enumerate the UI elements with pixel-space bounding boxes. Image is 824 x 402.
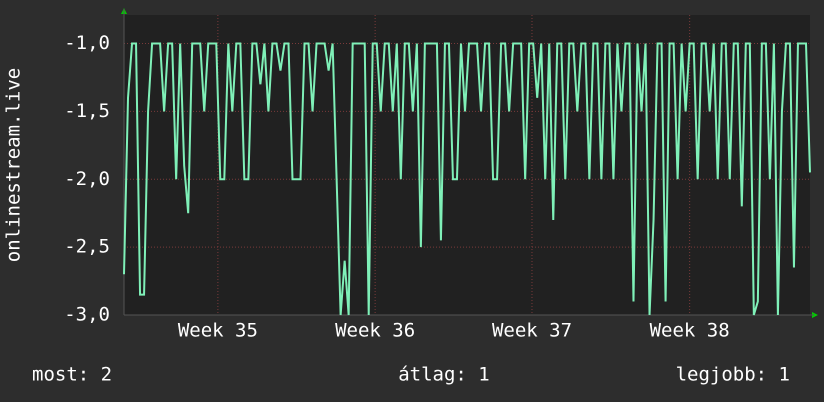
y-tick-label: -2,5 bbox=[64, 236, 110, 258]
legend-entry: átlag: 1 bbox=[398, 364, 490, 386]
axis-arrow bbox=[812, 312, 818, 318]
data-line bbox=[123, 42, 811, 316]
y-axis-label: onlinestream.live bbox=[3, 68, 25, 262]
x-tick-label: Week 35 bbox=[178, 320, 258, 342]
x-tick-label: Week 38 bbox=[650, 320, 730, 342]
legend-entry: most: 2 bbox=[32, 364, 112, 386]
legend-entry: legjobb: 1 bbox=[676, 364, 790, 386]
y-tick-label: -1,0 bbox=[64, 32, 110, 54]
y-tick-label: -3,0 bbox=[64, 304, 110, 326]
x-tick-label: Week 36 bbox=[335, 320, 415, 342]
y-tick-label: -2,0 bbox=[64, 168, 110, 190]
y-tick-label: -1,5 bbox=[64, 100, 110, 122]
x-tick-label: Week 37 bbox=[492, 320, 572, 342]
